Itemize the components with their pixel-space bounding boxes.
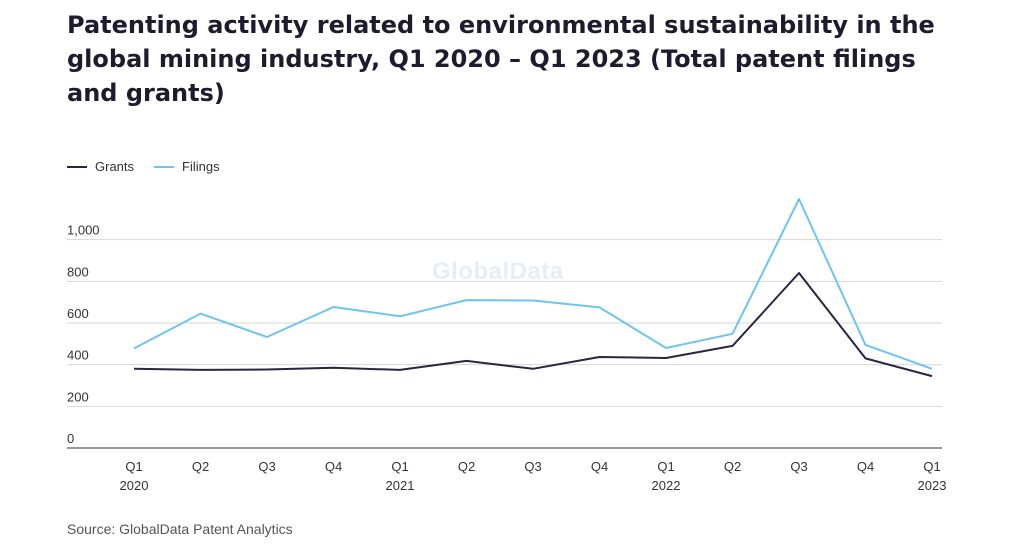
x-tick-label: Q1 xyxy=(923,459,940,474)
series-line-filings xyxy=(133,198,933,370)
legend-item-grants: Grants xyxy=(67,159,134,174)
x-tick-label: Q4 xyxy=(591,459,608,474)
y-tick-label: 800 xyxy=(67,264,89,279)
x-tick-year-label: 2022 xyxy=(652,478,681,493)
x-tick-label: Q4 xyxy=(857,459,874,474)
x-tick-label: Q3 xyxy=(524,459,541,474)
x-tick-label: Q3 xyxy=(790,459,807,474)
legend-label-filings: Filings xyxy=(182,159,220,174)
x-tick-year-label: 2020 xyxy=(120,478,149,493)
y-tick-label: 200 xyxy=(67,389,89,404)
source-note: Source: GlobalData Patent Analytics xyxy=(67,521,293,537)
y-tick-label: 400 xyxy=(67,348,89,363)
legend-item-filings: Filings xyxy=(154,159,220,174)
series-line-grants xyxy=(133,272,933,378)
x-tick-label: Q1 xyxy=(391,459,408,474)
watermark: GlobalData xyxy=(432,258,564,285)
chart-title: Patenting activity related to environmen… xyxy=(67,11,935,107)
chart-legend: Grants Filings xyxy=(67,159,220,174)
x-tick-label: Q2 xyxy=(458,459,475,474)
legend-swatch-filings xyxy=(154,165,175,168)
x-tick-label: Q2 xyxy=(192,459,209,474)
legend-label-grants: Grants xyxy=(95,159,135,174)
x-tick-label: Q4 xyxy=(325,459,342,474)
x-tick-year-label: 2021 xyxy=(386,478,415,493)
x-tick-year-label: 2023 xyxy=(918,478,947,493)
x-tick-label: Q1 xyxy=(125,459,142,474)
y-tick-label: 0 xyxy=(67,431,74,446)
x-tick-label: Q2 xyxy=(724,459,741,474)
y-tick-label: 600 xyxy=(67,306,89,321)
y-tick-label: 1,000 xyxy=(67,223,100,238)
x-tick-label: Q3 xyxy=(258,459,275,474)
legend-swatch-grants xyxy=(67,165,87,168)
x-tick-label: Q1 xyxy=(657,459,674,474)
